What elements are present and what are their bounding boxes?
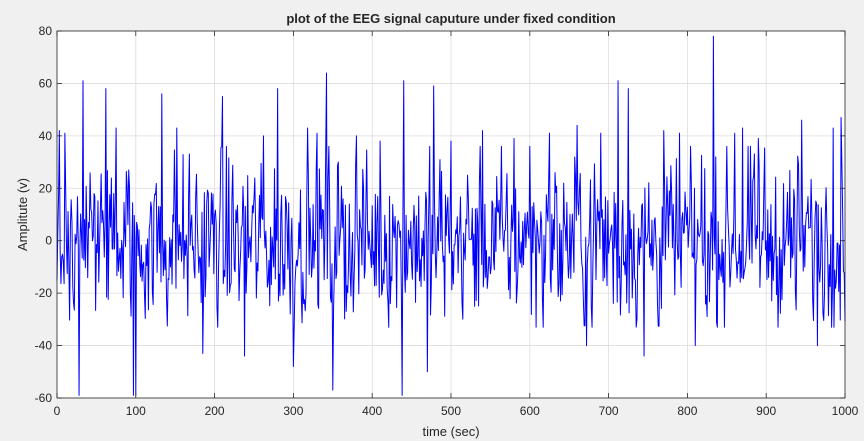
x-tick-label: 300 — [283, 404, 303, 418]
x-tick-label: 800 — [677, 404, 697, 418]
y-axis-label: Amplitute (v) — [15, 178, 30, 251]
y-tick-label: -60 — [35, 391, 53, 405]
y-tick-label: -20 — [35, 286, 53, 300]
y-tick-label: 60 — [39, 76, 53, 90]
y-tick-label: 0 — [45, 234, 52, 248]
y-tick-label: 40 — [39, 129, 53, 143]
x-tick-labels: 0 100 200 300 400 500 600 700 800 900 1000 — [54, 404, 859, 418]
y-tick-label: 20 — [39, 181, 53, 195]
y-tick-labels: -60 -40 -20 0 20 40 60 80 — [35, 24, 53, 405]
x-tick-label: 400 — [362, 404, 382, 418]
x-tick-label: 900 — [756, 404, 776, 418]
y-tick-label: -40 — [35, 339, 53, 353]
x-tick-label: 100 — [126, 404, 146, 418]
x-axis-label: time (sec) — [422, 424, 479, 439]
x-tick-label: 200 — [205, 404, 225, 418]
eeg-signal-line — [56, 35, 846, 396]
axis-ticks — [56, 30, 846, 399]
x-tick-label: 1000 — [832, 404, 859, 418]
x-tick-label: 700 — [599, 404, 619, 418]
x-tick-label: 600 — [520, 404, 540, 418]
x-tick-label: 0 — [54, 404, 61, 418]
x-tick-label: 500 — [441, 404, 461, 418]
chart-title: plot of the EEG signal caputure under fi… — [286, 11, 615, 26]
y-tick-label: 80 — [39, 24, 53, 38]
